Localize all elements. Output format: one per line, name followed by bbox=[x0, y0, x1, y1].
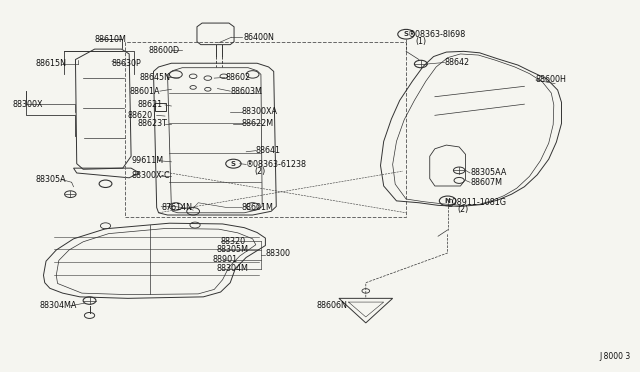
Text: 88305M: 88305M bbox=[216, 246, 248, 254]
Bar bbox=[125, 42, 406, 217]
Text: 86400N: 86400N bbox=[243, 33, 274, 42]
Text: 88642: 88642 bbox=[444, 58, 470, 67]
Text: (2): (2) bbox=[457, 205, 468, 214]
Text: N: N bbox=[445, 198, 451, 204]
Text: ®08363-8I698: ®08363-8I698 bbox=[408, 30, 467, 39]
Text: 88600D: 88600D bbox=[148, 46, 179, 55]
Text: 88607M: 88607M bbox=[470, 178, 502, 187]
Text: S: S bbox=[231, 161, 236, 167]
Text: 88300: 88300 bbox=[266, 249, 291, 258]
Text: 88603M: 88603M bbox=[230, 87, 262, 96]
Text: 88602: 88602 bbox=[225, 73, 250, 82]
Text: ⓝ08911-1081G: ⓝ08911-1081G bbox=[447, 197, 507, 206]
Text: 88304MA: 88304MA bbox=[40, 301, 77, 310]
Text: 88630P: 88630P bbox=[112, 60, 141, 68]
Text: 99611M: 99611M bbox=[131, 156, 163, 165]
Text: 88620: 88620 bbox=[128, 111, 153, 120]
Text: 88623T: 88623T bbox=[138, 119, 168, 128]
Text: 88622M: 88622M bbox=[242, 119, 274, 128]
Text: 88305A: 88305A bbox=[35, 175, 66, 184]
Text: 88300X: 88300X bbox=[13, 100, 44, 109]
Text: 88600H: 88600H bbox=[536, 76, 567, 84]
Text: 88606N: 88606N bbox=[317, 301, 348, 310]
Text: 88300X-C: 88300X-C bbox=[131, 171, 170, 180]
Text: 88601M: 88601M bbox=[242, 203, 274, 212]
Text: 88601A: 88601A bbox=[129, 87, 159, 96]
Text: 88304M: 88304M bbox=[216, 264, 248, 273]
Text: S: S bbox=[404, 31, 408, 37]
Text: 88615N: 88615N bbox=[35, 60, 66, 68]
Text: (1): (1) bbox=[415, 37, 427, 46]
Text: 88645N: 88645N bbox=[140, 73, 170, 82]
Text: 87614N: 87614N bbox=[161, 203, 192, 212]
Text: 88621: 88621 bbox=[138, 100, 163, 109]
Text: 88901: 88901 bbox=[212, 255, 237, 264]
Text: 88641: 88641 bbox=[256, 146, 281, 155]
Text: 88320: 88320 bbox=[221, 237, 246, 246]
Text: (2): (2) bbox=[255, 167, 266, 176]
Text: 88610M: 88610M bbox=[95, 35, 127, 44]
Text: 88300XA: 88300XA bbox=[242, 107, 278, 116]
Text: ®08363-61238: ®08363-61238 bbox=[246, 160, 307, 169]
Text: J 8000 3: J 8000 3 bbox=[600, 352, 631, 361]
Text: 88305AA: 88305AA bbox=[470, 169, 506, 177]
